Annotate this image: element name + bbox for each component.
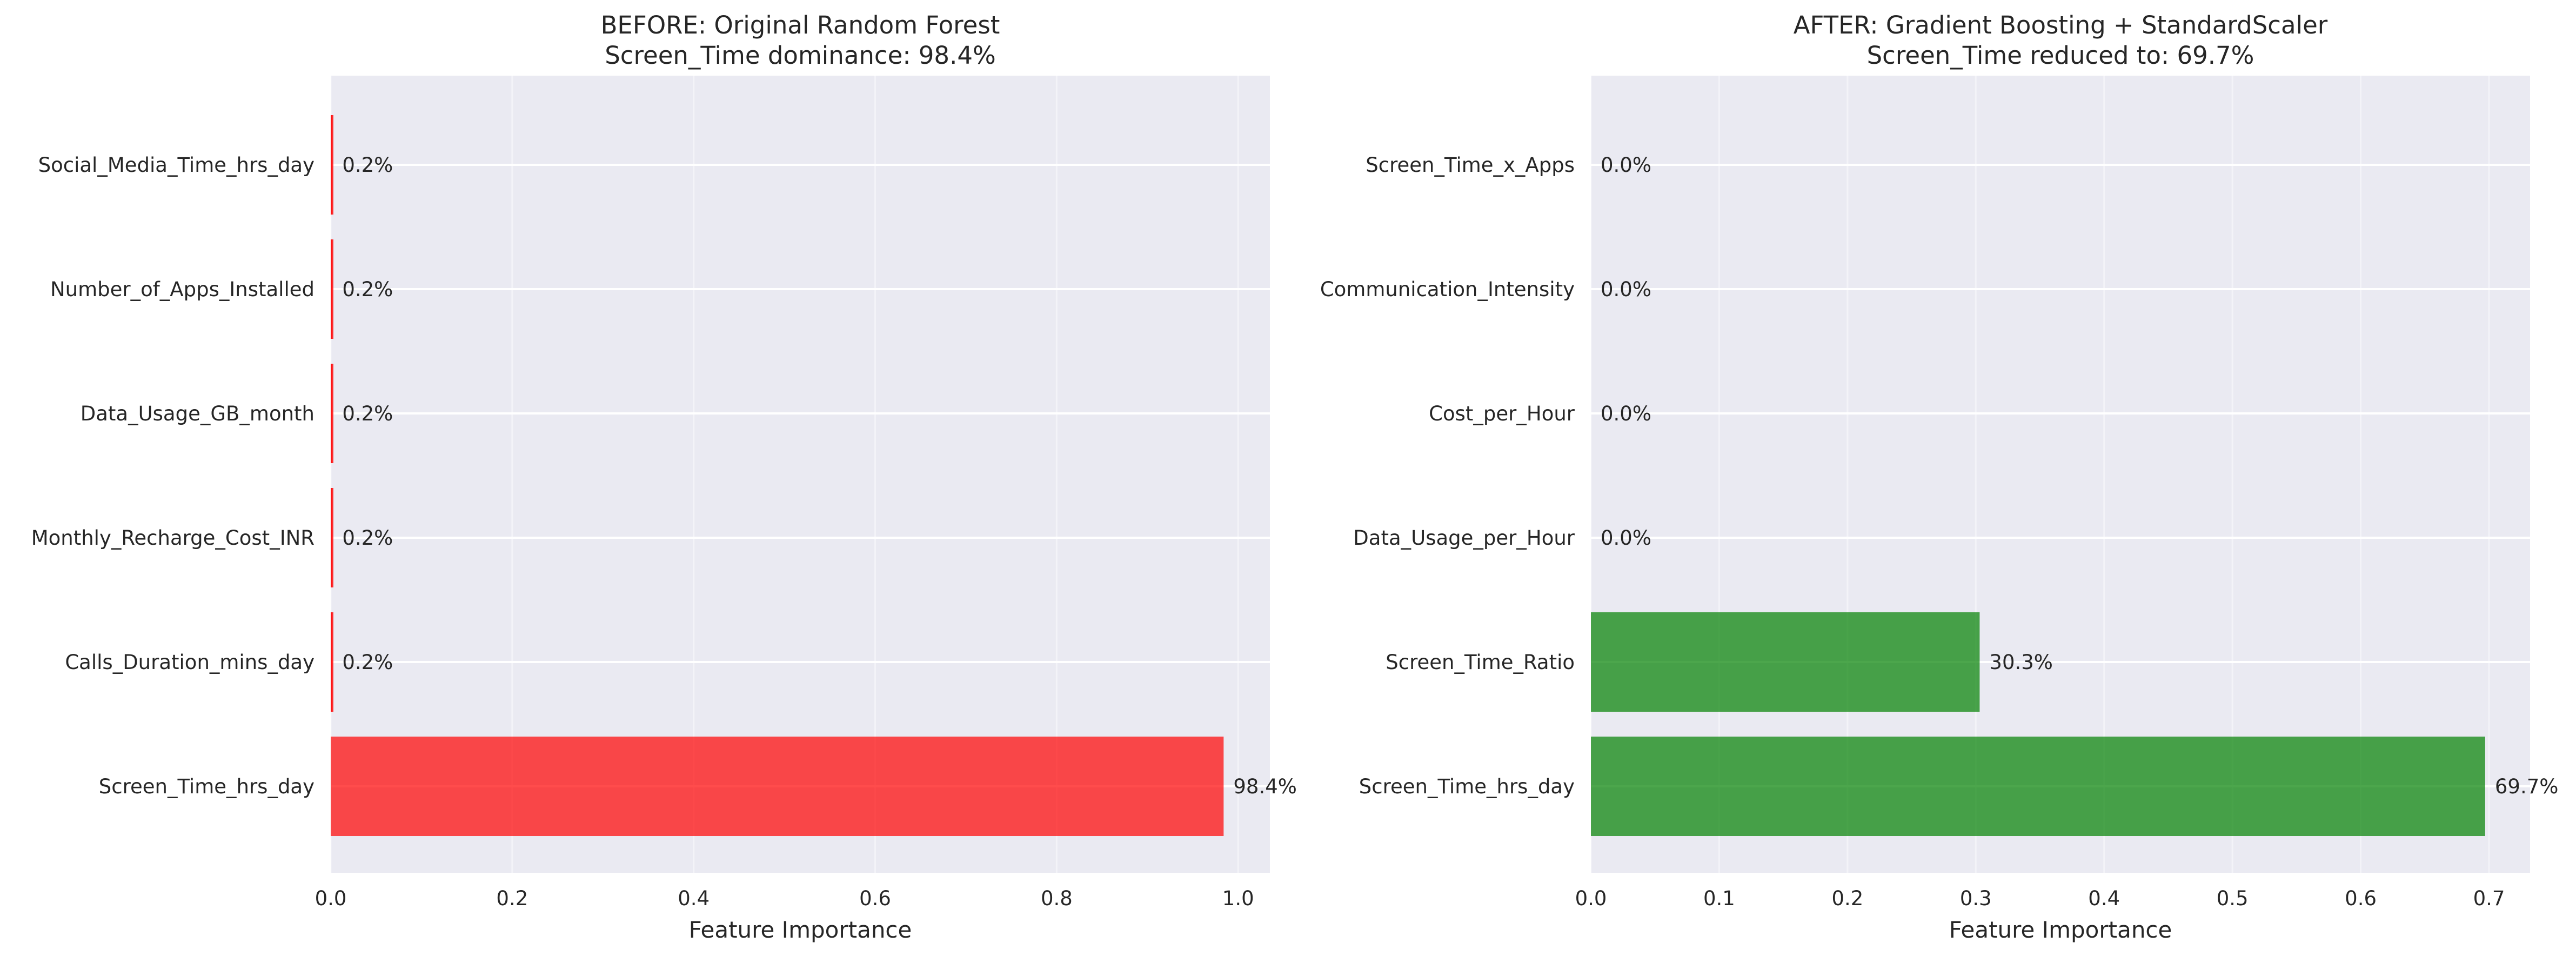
before-x-tick-label: 0.8 <box>1041 887 1073 910</box>
after-x-tick-label: 0.1 <box>1703 887 1735 910</box>
after-data-label: 30.3% <box>1989 651 2053 674</box>
after-y-tick-label: Screen_Time_hrs_day <box>1359 775 1575 798</box>
after-data-label: 69.7% <box>2495 775 2559 798</box>
after-panel: 69.7% 30.3% 0.0% 0.0% 0.0% 0.0% Screen_Time_hr… <box>1320 11 2559 943</box>
before-data-label: 0.2% <box>342 526 393 550</box>
before-data-label: 0.2% <box>342 153 393 177</box>
before-bar-thin <box>331 364 333 463</box>
before-data-label: 98.4% <box>1233 775 1297 798</box>
before-y-tick-label: Number_of_Apps_Installed <box>50 278 315 301</box>
after-data-label: 0.0% <box>1601 526 1651 550</box>
after-x-tick-label: 0.3 <box>1960 887 1992 910</box>
after-data-label: 0.0% <box>1601 153 1651 177</box>
after-bar <box>1591 612 1980 712</box>
before-y-tick-label: Monthly_Recharge_Cost_INR <box>31 526 315 550</box>
after-data-label: 0.0% <box>1601 278 1651 301</box>
before-panel: 98.4% 0.2% 0.2% 0.2% 0.2% 0.2% Screen_Time_hrs… <box>31 11 1297 943</box>
before-y-tick-label: Calls_Duration_mins_day <box>65 651 315 674</box>
after-x-tick-label: 0.0 <box>1575 887 1607 910</box>
before-x-axis-label: Feature Importance <box>689 917 912 943</box>
after-x-tick-label: 0.6 <box>2345 887 2377 910</box>
after-bar <box>1591 737 2485 836</box>
before-bar-thin <box>331 115 333 215</box>
after-x-tick-label: 0.5 <box>2217 887 2249 910</box>
after-data-label: 0.0% <box>1601 402 1651 425</box>
before-title: BEFORE: Original Random Forest Screen_Tim… <box>601 11 1000 70</box>
before-title-line: BEFORE: Original Random Forest <box>601 11 1000 39</box>
after-y-tick-label: Screen_Time_x_Apps <box>1366 153 1575 177</box>
after-y-tick-label: Screen_Time_Ratio <box>1386 651 1575 674</box>
after-y-tick-label: Data_Usage_per_Hour <box>1353 526 1575 550</box>
before-data-label: 0.2% <box>342 651 393 674</box>
after-y-tick-label: Cost_per_Hour <box>1429 402 1575 425</box>
after-title-line: Screen_Time reduced to: 69.7% <box>1867 41 2254 70</box>
before-x-tick-label: 0.4 <box>678 887 710 910</box>
before-bar-thin <box>331 239 333 339</box>
before-bar-thin <box>331 612 333 712</box>
after-x-tick-label: 0.2 <box>1831 887 1863 910</box>
before-y-tick-label: Social_Media_Time_hrs_day <box>38 153 315 177</box>
before-data-label: 0.2% <box>342 278 393 301</box>
after-title: AFTER: Gradient Boosting + StandardScale… <box>1794 11 2328 70</box>
before-title-line: Screen_Time dominance: 98.4% <box>605 41 996 70</box>
after-y-tick-label: Communication_Intensity <box>1320 278 1575 301</box>
after-x-axis-label: Feature Importance <box>1949 917 2172 943</box>
before-bar <box>331 737 1224 836</box>
after-title-line: AFTER: Gradient Boosting + StandardScale… <box>1794 11 2328 39</box>
after-x-tick-label: 0.4 <box>2088 887 2120 910</box>
before-x-tick-label: 1.0 <box>1222 887 1254 910</box>
before-x-tick-label: 0.0 <box>315 887 347 910</box>
before-y-tick-label: Screen_Time_hrs_day <box>99 775 315 798</box>
before-data-label: 0.2% <box>342 402 393 425</box>
after-x-tick-label: 0.7 <box>2473 887 2505 910</box>
before-x-tick-label: 0.6 <box>859 887 891 910</box>
before-bar-thin <box>331 488 333 587</box>
before-y-tick-label: Data_Usage_GB_month <box>81 402 315 425</box>
before-x-tick-label: 0.2 <box>496 887 528 910</box>
